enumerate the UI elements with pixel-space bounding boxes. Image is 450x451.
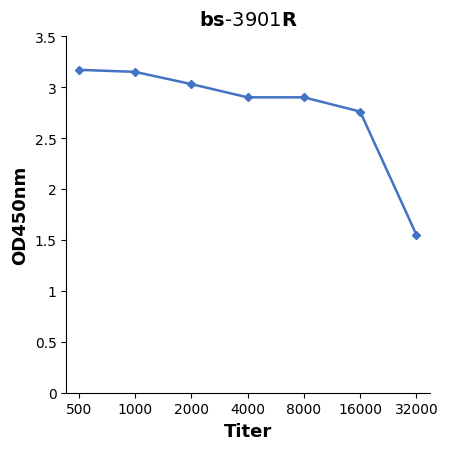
X-axis label: Titer: Titer: [224, 422, 273, 440]
Title: $\mathbf{bs\text{-}}$$\mathbf{\mathit{3901}}$$\mathbf{R}$: $\mathbf{bs\text{-}}$$\mathbf{\mathit{39…: [199, 11, 298, 30]
Y-axis label: OD450nm: OD450nm: [11, 166, 29, 264]
